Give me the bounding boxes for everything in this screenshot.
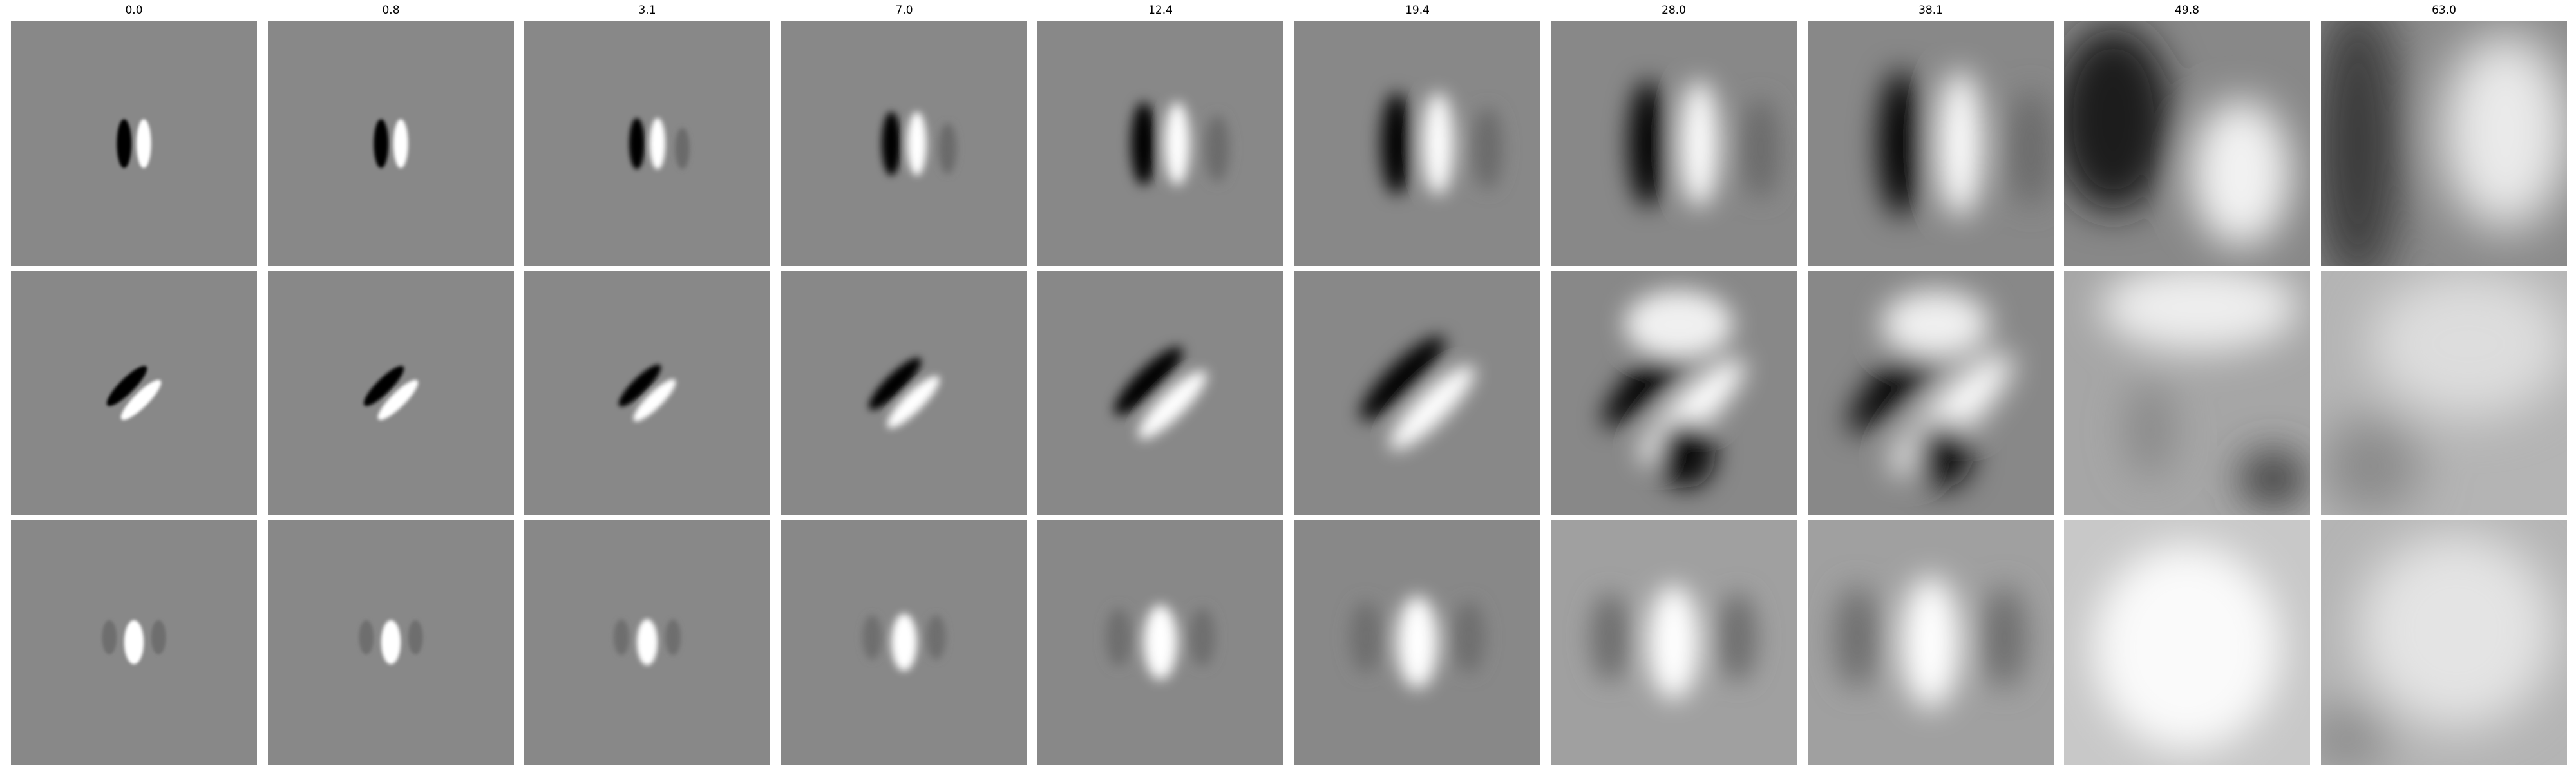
filter-panel-vertical-blob-tiny bbox=[268, 520, 514, 765]
filter-panel-light-top-diffuse bbox=[2064, 271, 2310, 515]
column-title: 19.4 bbox=[1405, 4, 1430, 17]
column-title: 28.0 bbox=[1662, 4, 1686, 17]
filter-panel-vertical-blob-small bbox=[524, 520, 770, 765]
filter-panel-v-dipole-tiny bbox=[268, 21, 514, 266]
filter-panel-bright-center-diffuse bbox=[2064, 520, 2310, 765]
column-title: 38.1 bbox=[1918, 4, 1943, 17]
column-title: 0.0 bbox=[125, 4, 143, 17]
filter-panel-v-dipole-small bbox=[524, 21, 770, 266]
filter-panel-light-diffuse bbox=[2321, 271, 2567, 515]
filter-panel-vertical-blob-blurred bbox=[1551, 520, 1797, 765]
filter-panel-v-dipole-large bbox=[1037, 21, 1283, 266]
filter-panel-diag-dipole-tiny bbox=[11, 271, 257, 515]
filter-panel-v-dipole-tiny bbox=[11, 21, 257, 266]
filter-panel-diag-dipole-medium bbox=[781, 271, 1027, 515]
filter-panel-light-right-diffuse bbox=[2321, 21, 2567, 266]
filter-panel-diag-blurred-dark-bottom bbox=[1551, 271, 1797, 515]
filter-panel-vertical-blob-large bbox=[1037, 520, 1283, 765]
filter-panel-vertical-blob-xlarge bbox=[1294, 520, 1540, 765]
filter-panel-diag-dipole-tiny bbox=[268, 271, 514, 515]
column-title: 7.0 bbox=[895, 4, 913, 17]
filter-panel-diag-blurred-dark-bottom bbox=[1808, 271, 2054, 515]
filter-panel-v-dipole-xlarge bbox=[1294, 21, 1540, 266]
filter-panel-diag-dipole-small bbox=[524, 271, 770, 515]
filter-panel-v-dipole-medium bbox=[781, 21, 1027, 266]
filter-panel-dark-left-diffuse bbox=[2064, 21, 2310, 266]
filter-panel-v-dipole-blurred bbox=[1808, 21, 2054, 266]
column-title: 63.0 bbox=[2432, 4, 2456, 17]
column-title: 49.8 bbox=[2175, 4, 2199, 17]
filter-panel-vertical-blob-tiny bbox=[11, 520, 257, 765]
column-title: 12.4 bbox=[1148, 4, 1173, 17]
filter-panel-diag-dipole-xlarge bbox=[1294, 271, 1540, 515]
filter-panel-diag-dipole-large bbox=[1037, 271, 1283, 515]
column-title: 3.1 bbox=[638, 4, 656, 17]
filter-panel-vertical-blob-medium bbox=[781, 520, 1027, 765]
filter-panel-v-dipole-blurred bbox=[1551, 21, 1797, 266]
column-title: 0.8 bbox=[382, 4, 400, 17]
filter-panel-vertical-blob-blurred bbox=[1808, 520, 2054, 765]
filter-panel-light-diffuse bbox=[2321, 520, 2567, 765]
